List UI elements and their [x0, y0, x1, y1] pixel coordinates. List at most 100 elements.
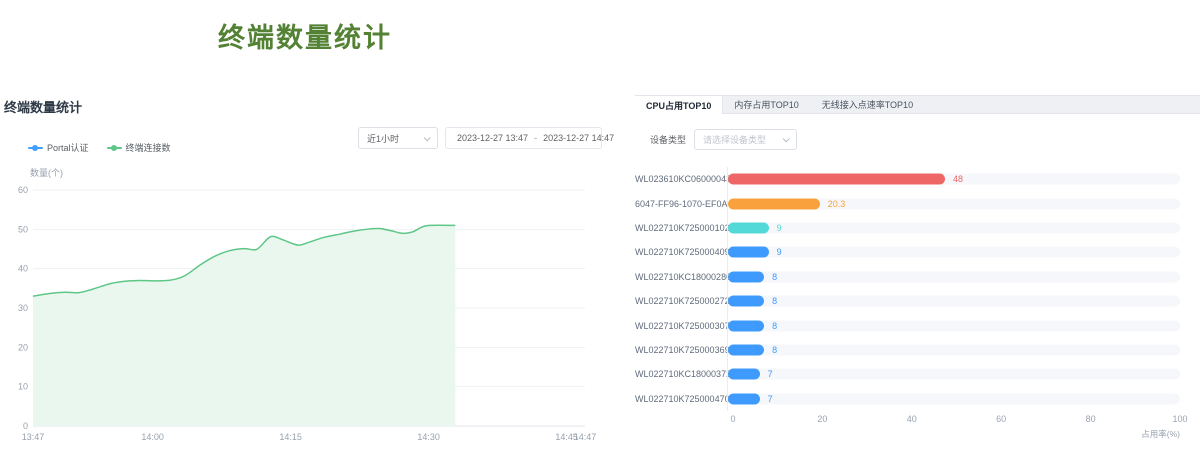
- left-panel-header: 终端数量统计: [4, 97, 82, 116]
- bar-track: [728, 247, 1180, 258]
- x-tick-label: 14:30: [417, 432, 440, 442]
- bar-category-label: WL022710K725000307: [635, 321, 727, 331]
- bar-plot-area: 8: [727, 289, 1180, 313]
- bar: [728, 393, 760, 404]
- x-tick-label: 40: [907, 414, 917, 424]
- device-performance-panel: 设备性能统计 CPU占用TOP10 内存占用TOP10 无线接入点速率TOP10…: [635, 0, 1200, 456]
- series-area: [33, 225, 455, 426]
- legend-marker-terminal-connections: [107, 145, 122, 151]
- chart-legend: Portal认证 终端连接数: [28, 141, 171, 154]
- x-tick-label: 80: [1086, 414, 1096, 424]
- cpu-top10-bar-chart: WL023610KC06000043 48 6047-FF96-1070-EF0A 2…: [635, 167, 1180, 411]
- bar-value-label: 7: [768, 369, 773, 379]
- y-tick-label: 0: [23, 421, 28, 431]
- y-tick-label: 10: [18, 382, 28, 392]
- bar-plot-area: 20.3: [727, 191, 1180, 215]
- y-tick-label: 20: [18, 342, 28, 352]
- x-tick-label: 14:00: [141, 432, 164, 442]
- time-range-value: 近1小时: [367, 132, 399, 145]
- bar-row: 6047-FF96-1070-EF0A 20.3: [635, 191, 1180, 215]
- bar-value-label: 8: [772, 345, 777, 355]
- bar-row: WL022710K725000307 8: [635, 313, 1180, 337]
- x-tick-label: 0: [730, 414, 735, 424]
- bar-value-label: 8: [772, 296, 777, 306]
- bar: [728, 174, 945, 185]
- y-tick-label: 60: [18, 185, 28, 195]
- x-tick-label: 60: [996, 414, 1006, 424]
- bar-category-label: WL022710K725000470: [635, 394, 727, 404]
- terminal-count-panel: 终端数量统计 终端数量统计 近1小时 2023-12-27 13:47 - 20…: [0, 0, 612, 456]
- x-axis-title: 占用率(%): [635, 428, 1180, 440]
- performance-tabs: CPU占用TOP10 内存占用TOP10 无线接入点速率TOP10: [635, 95, 1200, 114]
- legend-item-terminal-connections[interactable]: 终端连接数: [107, 141, 171, 154]
- left-section-title: 终端数量统计: [0, 16, 610, 55]
- device-type-filter: 设备类型 请选择设备类型: [650, 129, 797, 150]
- bar-plot-area: 9: [727, 216, 1180, 240]
- bar-value-label: 8: [772, 321, 777, 331]
- tab-cpu-top10[interactable]: CPU占用TOP10: [635, 96, 723, 114]
- bar-plot-area: 8: [727, 313, 1180, 337]
- y-tick-label: 40: [18, 264, 28, 274]
- device-type-select[interactable]: 请选择设备类型: [694, 129, 797, 150]
- bar-category-label: 6047-FF96-1070-EF0A: [635, 199, 727, 209]
- bar-track: [728, 296, 1180, 307]
- bar-track: [728, 369, 1180, 380]
- bar-category-label: WL022710K725000409: [635, 247, 727, 257]
- y-tick-label: 30: [18, 303, 28, 313]
- bar-category-label: WL022710K725000102: [635, 223, 727, 233]
- tab-memory-top10[interactable]: 内存占用TOP10: [723, 96, 810, 113]
- bar-category-label: WL022710KC18000280: [635, 272, 727, 282]
- bar: [728, 198, 820, 209]
- bar-plot-area: 7: [727, 387, 1180, 411]
- bar: [728, 247, 769, 258]
- bar-category-label: WL022710KC18000372: [635, 369, 727, 379]
- time-controls: 近1小时 2023-12-27 13:47 - 2023-12-27 14:47: [358, 127, 602, 149]
- bar-track: [728, 320, 1180, 331]
- legend-item-portal[interactable]: Portal认证: [28, 141, 89, 154]
- legend-label-portal: Portal认证: [47, 141, 89, 154]
- line-area-chart: 010203040506013:4714:0014:1514:3014:4514…: [0, 160, 612, 456]
- device-type-label: 设备类型: [650, 133, 686, 146]
- bar-plot-area: 48: [727, 167, 1180, 191]
- bar-row: WL022710KC18000280 8: [635, 265, 1180, 289]
- bar-value-label: 48: [953, 174, 963, 184]
- bar-track: [728, 393, 1180, 404]
- bar-row: WL022710K725000272 8: [635, 289, 1180, 313]
- bar-track: [728, 345, 1180, 356]
- chevron-down-icon: [424, 134, 431, 141]
- bar-row: WL023610KC06000043 48: [635, 167, 1180, 191]
- bar-plot-area: 8: [727, 265, 1180, 289]
- date-end: 2023-12-27 14:47: [543, 133, 614, 143]
- bar: [728, 345, 764, 356]
- tab-wireless-ap-rate-top10[interactable]: 无线接入点速率TOP10: [811, 96, 925, 113]
- bar-track: [728, 223, 1180, 234]
- legend-marker-portal: [28, 145, 43, 151]
- bar-track: [728, 271, 1180, 282]
- x-tick-label: 100: [1172, 414, 1187, 424]
- bar-plot-area: 7: [727, 362, 1180, 386]
- bar-value-label: 8: [772, 272, 777, 282]
- bar-category-label: WL023610KC06000043: [635, 174, 727, 184]
- bar: [728, 223, 769, 234]
- y-tick-label: 50: [18, 224, 28, 234]
- bar-row: WL022710K725000470 7: [635, 387, 1180, 411]
- x-tick-label: 14:15: [279, 432, 302, 442]
- x-tick-label: 14:47: [574, 432, 597, 442]
- chevron-down-icon: [783, 135, 790, 142]
- bar-value-label: 7: [768, 394, 773, 404]
- bar: [728, 271, 764, 282]
- device-type-placeholder: 请选择设备类型: [703, 133, 766, 146]
- bar-value-label: 20.3: [828, 199, 846, 209]
- bar-plot-area: 9: [727, 240, 1180, 264]
- bar-value-label: 9: [777, 247, 782, 257]
- bar-category-label: WL022710K725000369: [635, 345, 727, 355]
- bar-category-label: WL022710K725000272: [635, 296, 727, 306]
- date-start: 2023-12-27 13:47: [457, 133, 528, 143]
- time-range-select[interactable]: 近1小时: [358, 127, 438, 149]
- bar-row: WL022710KC18000372 7: [635, 362, 1180, 386]
- bar-chart-x-axis: 020406080100: [635, 414, 1180, 426]
- x-axis-ticks: 020406080100: [733, 414, 1180, 426]
- legend-label-terminal-connections: 终端连接数: [126, 141, 171, 154]
- bar: [728, 369, 760, 380]
- date-range-picker[interactable]: 2023-12-27 13:47 - 2023-12-27 14:47: [445, 127, 602, 149]
